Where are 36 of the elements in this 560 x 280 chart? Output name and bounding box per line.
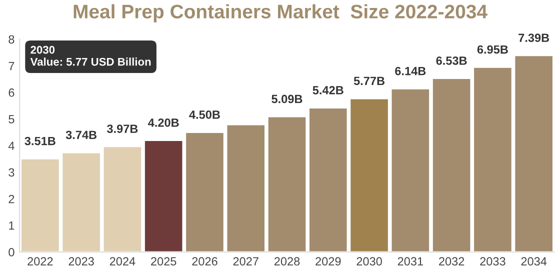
x-tick-label: 2026: [192, 257, 218, 266]
x-tick-label: 2028: [274, 257, 300, 266]
data-label: 7.39B: [518, 34, 550, 42]
x-tick-label: 2022: [28, 257, 53, 266]
x-tick-label: 2032: [439, 257, 464, 266]
x-tick-label: 2033: [480, 257, 506, 266]
y-tick-label: 4: [8, 142, 14, 150]
x-tick-label: 2023: [68, 257, 94, 266]
x-tick-label: 2030: [356, 257, 382, 266]
data-label: 5.77B: [354, 76, 384, 86]
data-label: 3.97B: [106, 124, 138, 133]
x-tick-label: 2027: [233, 257, 258, 266]
data-label: 4.20B: [148, 118, 179, 127]
x-tick-label: 2029: [316, 257, 341, 266]
data-label: 6.95B: [477, 45, 508, 54]
data-label: 5.09B: [272, 94, 302, 104]
y-tick-label: 0: [8, 248, 14, 256]
chart-title: Meal Prep Containers Market Size 2022-2034: [74, 4, 488, 22]
y-tick-label: 7: [8, 62, 14, 70]
data-label: 4.50B: [189, 110, 220, 119]
x-tick-label: 2031: [398, 257, 423, 266]
y-tick-label: 6: [8, 88, 14, 97]
y-tick-label: 3: [8, 168, 14, 177]
data-label: 3.51B: [24, 136, 56, 146]
y-tick-label: 1: [9, 222, 14, 230]
x-tick-label: 2025: [151, 257, 176, 266]
x-tick-label: 2024: [110, 257, 136, 266]
y-tick-label: 5: [8, 115, 14, 124]
data-label: 5.42B: [312, 86, 344, 94]
y-tick-label: 8: [8, 35, 14, 44]
data-label: 6.14B: [395, 66, 426, 76]
y-tick-label: 2: [8, 194, 14, 204]
x-tick-label: 2034: [521, 257, 547, 266]
data-label: 3.74B: [66, 130, 97, 140]
annotation: 2030 Value: 5.77 USD Billion: [30, 46, 151, 66]
data-label: 6.53B: [436, 56, 467, 65]
